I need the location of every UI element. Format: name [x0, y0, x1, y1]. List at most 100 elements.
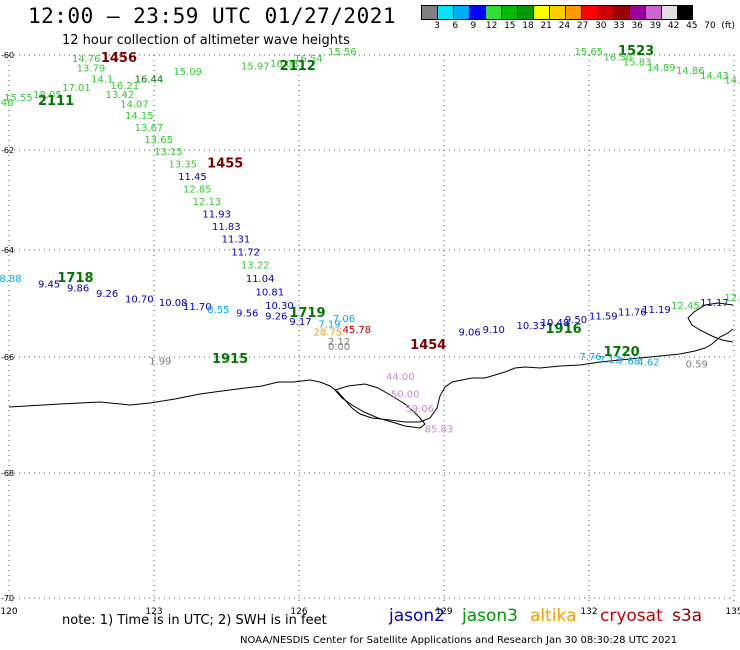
lon-tick-label: 126 [290, 607, 307, 617]
wave-height-label: 13.79 [77, 64, 106, 75]
legend-jason3: jason3 [462, 606, 518, 626]
wave-height-label: 9.26 [96, 289, 118, 300]
wave-height-label: 14.76 [72, 54, 101, 65]
coastline-main [8, 328, 734, 423]
color-scale-label: 15 [504, 21, 516, 31]
wave-height-label: 9.86 [67, 284, 89, 295]
wave-height-label: 8.88 [0, 274, 22, 285]
wave-height-label: 11.59 [589, 312, 618, 323]
wave-height-label: 13.35 [169, 160, 198, 171]
wave-height-label: 7.06 [333, 314, 355, 325]
wave-height-label: 15.56 [328, 47, 357, 58]
color-scale-label: 18 [522, 21, 534, 31]
time-label: 1456 [101, 51, 137, 66]
wave-height-label: 16.08 [270, 59, 299, 70]
color-scale-label: 24 [558, 21, 571, 31]
color-scale-label: 70 [704, 21, 716, 31]
wave-height-label: 11.17 [700, 298, 729, 309]
wave-height-label: 14.15 [125, 111, 154, 122]
color-scale-swatch [661, 5, 677, 20]
legend-jason2: jason2 [389, 606, 445, 626]
wave-height-label: 14.89 [647, 63, 676, 74]
wave-height-label: 11.72 [231, 247, 260, 258]
wave-height-label: 15.83 [623, 57, 652, 68]
wave-height-label: 15.65 [575, 47, 604, 58]
color-scale-label: 33 [613, 21, 625, 31]
wave-height-label: 0.59 [686, 359, 708, 370]
wave-height-label: 7.76 [579, 352, 601, 363]
wave-height-label: 13.67 [135, 123, 164, 134]
wave-height-label: 14.46 [0, 98, 13, 109]
wave-height-label: 9.06 [459, 328, 481, 339]
wave-height-label: 11.93 [202, 210, 231, 221]
color-scale-swatch [453, 5, 469, 20]
wave-height-label: 13.15 [154, 147, 183, 158]
axis-ticks: 120 123 126 129 132 135 -60 -62 -64 -66 -68 -70 [0, 51, 740, 617]
wave-height-label: 16.54 [294, 54, 323, 65]
wave-height-label: 16.44 [135, 75, 164, 86]
wave-height-label: 59.06 [405, 404, 434, 415]
color-scale-label: 12 [485, 21, 498, 31]
color-scale-label: 30 [595, 21, 607, 31]
time-label: 2112 [280, 59, 316, 74]
color-scale-swatch [677, 5, 693, 20]
wave-height-label: 12.45 [671, 301, 700, 312]
page-subtitle: 12 hour collection of altimeter wave hei… [62, 33, 350, 48]
time-label: 1455 [207, 157, 243, 172]
lat-tick-label: -64 [1, 246, 14, 255]
color-scale-swatch [597, 5, 613, 20]
wave-height-label: 11.83 [212, 222, 241, 233]
wave-height-label: 17.01 [62, 83, 91, 94]
wave-height-label: 11.04 [246, 274, 275, 285]
color-scale-swatch [517, 5, 533, 20]
map-grid [8, 54, 735, 605]
lat-tick-label: -70 [1, 594, 14, 603]
wave-height-label: 12.89 [724, 293, 740, 304]
wave-height-label: 4.62 [637, 358, 659, 369]
wave-height-label: 14.1 [91, 75, 113, 86]
color-scale-swatch [629, 5, 645, 20]
wave-height-label: 50.00 [391, 390, 420, 401]
legend-cryosat: cryosat [600, 606, 663, 626]
wave-height-label: 15.09 [173, 67, 202, 78]
wave-height-label: 9.45 [38, 279, 60, 290]
wave-height-label: 12.85 [183, 185, 212, 196]
lon-tick-label: 123 [145, 607, 162, 617]
wave-height-label: 9.56 [236, 308, 258, 319]
color-scale-swatch [501, 5, 517, 20]
wave-height-label: 0.00 [328, 342, 350, 353]
wave-height-label: 7.19 [318, 320, 340, 331]
color-scale-swatch [565, 5, 581, 20]
wave-height-label: 10.30 [265, 301, 294, 312]
time-label: 1454 [410, 338, 446, 353]
lat-tick-label: -68 [1, 469, 14, 478]
wave-height-label: 45.78 [343, 325, 372, 336]
lon-tick-label: 135 [725, 607, 740, 617]
color-scale-label: 42 [667, 21, 680, 31]
wave-height-label: 14.43 [700, 71, 729, 82]
wave-height-label: 85.83 [425, 424, 454, 435]
color-scale-label: 3 [434, 21, 440, 31]
lon-tick-label: 120 [0, 607, 17, 617]
wave-height-label: 7.13 [599, 355, 621, 366]
legend-altika: altika [530, 606, 577, 626]
color-scale-label: 21 [540, 21, 552, 31]
wave-height-label: 15.55 [4, 93, 33, 104]
coastline-inlet [334, 383, 426, 429]
wave-height-label: 44.00 [386, 372, 415, 383]
wave-height-label: 13.65 [144, 135, 173, 146]
wave-height-label: 12.13 [193, 197, 222, 208]
time-label: 1718 [57, 271, 93, 286]
color-scale [421, 5, 693, 20]
color-scale-swatch [437, 5, 453, 20]
wave-height-label: 14.86 [676, 66, 705, 77]
wave-height-label: 11.45 [178, 172, 207, 183]
color-scale-label: 39 [649, 21, 662, 31]
lon-tick-label: 129 [435, 607, 452, 617]
page-title: 12:00 – 23:59 UTC 01/27/2021 [28, 4, 397, 28]
wave-height-label: 10.08 [159, 298, 188, 309]
color-scale-label: 6 [452, 21, 459, 31]
color-scale-label: 9 [470, 21, 477, 31]
wave-height-label: 9.50 [565, 315, 587, 326]
